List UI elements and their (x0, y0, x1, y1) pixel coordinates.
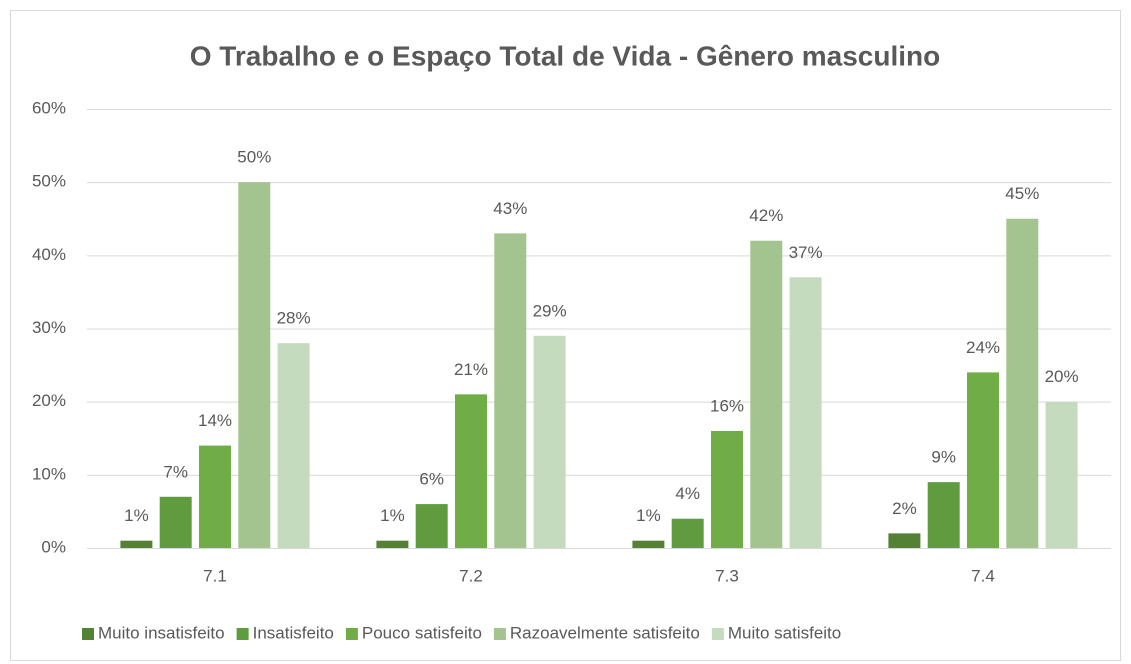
bar (1006, 218, 1039, 548)
legend-label: Insatisfeito (253, 623, 334, 642)
y-tick-label: 10% (32, 464, 66, 483)
data-label: 21% (454, 360, 488, 379)
legend-swatch (345, 628, 358, 640)
data-label: 4% (675, 484, 700, 503)
legend-swatch (493, 628, 506, 640)
data-label: 28% (277, 309, 311, 328)
data-label: 45% (1005, 184, 1039, 203)
bar (376, 540, 409, 548)
bar (671, 518, 704, 548)
bar (199, 445, 231, 548)
y-tick-label: 40% (32, 245, 66, 264)
bar (159, 496, 192, 548)
y-tick-label: 60% (32, 98, 66, 117)
data-label: 2% (892, 499, 917, 518)
x-tick-label: 7.3 (715, 566, 739, 585)
legend-label: Muito insatisfeito (98, 623, 225, 642)
bar (967, 372, 999, 548)
bar (277, 343, 310, 548)
bar (927, 482, 960, 548)
y-tick-label: 0% (41, 537, 66, 556)
bar (888, 533, 921, 548)
bar (238, 182, 271, 548)
y-tick-label: 30% (32, 318, 66, 337)
bar (711, 430, 743, 548)
bar (789, 277, 822, 548)
data-label: 7% (163, 462, 188, 481)
chart-title: O Trabalho e o Espaço Total de Vida - Gê… (190, 40, 940, 71)
data-label: 1% (124, 506, 149, 525)
legend-swatch (236, 628, 249, 640)
data-label: 24% (966, 338, 1000, 357)
data-label: 50% (237, 148, 271, 167)
data-label: 6% (419, 470, 444, 489)
bar (120, 540, 153, 548)
x-tick-label: 7.2 (459, 566, 483, 585)
bar (494, 233, 527, 548)
bar (632, 540, 665, 548)
data-label: 43% (493, 199, 527, 218)
data-label: 42% (749, 206, 783, 225)
data-label: 1% (380, 506, 405, 525)
x-tick-label: 7.1 (203, 566, 227, 585)
bar (1045, 401, 1078, 548)
legend-swatch (82, 628, 94, 640)
legend-label: Pouco satisfeito (362, 623, 482, 642)
chart-frame (10, 10, 1121, 661)
data-label: 37% (789, 243, 823, 262)
data-label: 20% (1045, 367, 1079, 386)
data-label: 14% (198, 411, 232, 430)
y-tick-label: 50% (32, 172, 66, 191)
data-label: 9% (931, 448, 956, 467)
bar (750, 240, 783, 548)
data-label: 1% (636, 506, 661, 525)
data-label: 16% (710, 396, 744, 415)
data-label: 29% (533, 301, 567, 320)
legend-swatch (711, 628, 724, 640)
legend-label: Muito satisfeito (728, 623, 841, 642)
legend-label: Razoavelmente satisfeito (510, 623, 700, 642)
bar (455, 394, 487, 548)
y-tick-label: 20% (32, 391, 66, 410)
bar (533, 335, 566, 548)
bar (415, 504, 448, 548)
x-tick-label: 7.4 (971, 566, 995, 585)
